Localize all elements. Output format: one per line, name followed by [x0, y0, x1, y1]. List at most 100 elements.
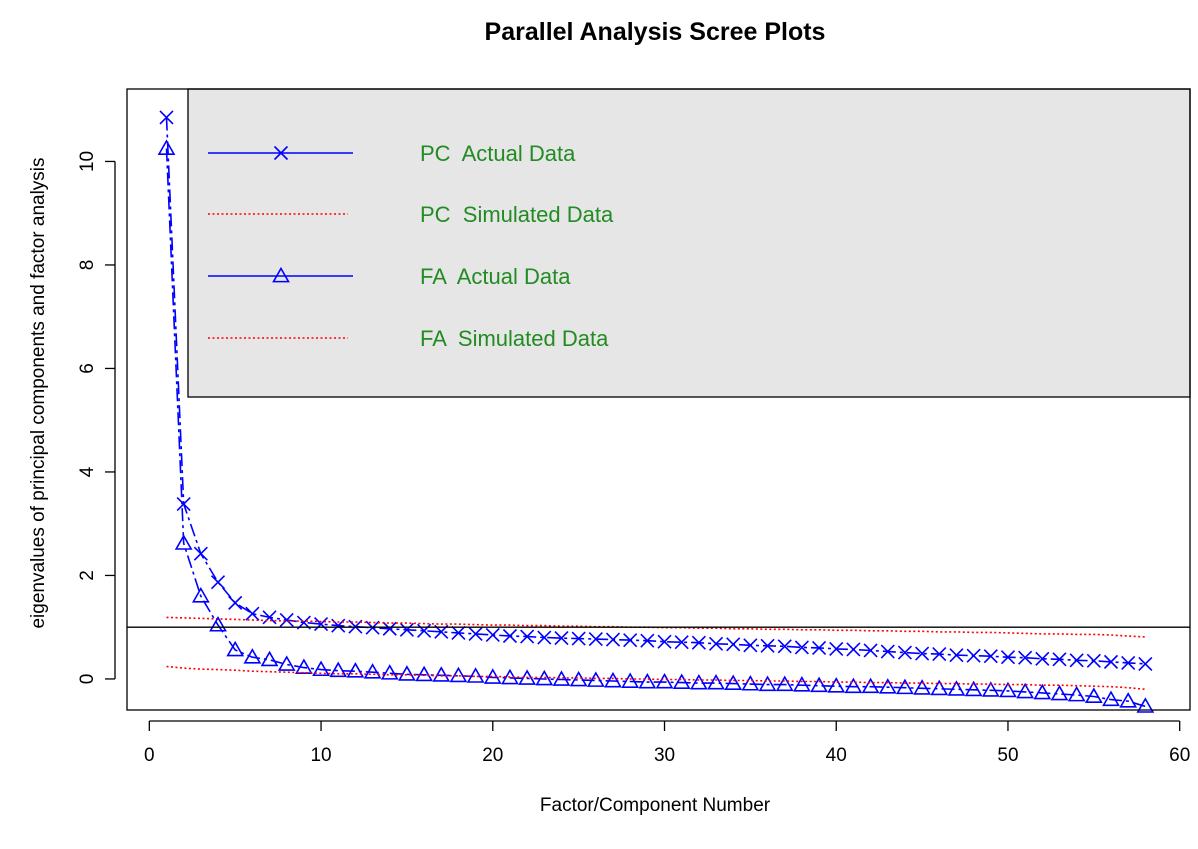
data-point-triangle-marker [295, 658, 313, 674]
data-point-triangle-marker [775, 675, 794, 692]
data-point-x-marker [554, 631, 569, 646]
plot-frame [126, 88, 1191, 711]
data-point-triangle-marker [226, 640, 245, 657]
data-point-x-marker [1138, 656, 1153, 672]
x-tick-label: 60 [1169, 745, 1190, 766]
data-point-x-marker [1069, 653, 1084, 668]
legend-box [187, 88, 1191, 398]
data-point-x-marker [674, 635, 689, 650]
data-point-x-marker [983, 649, 998, 664]
data-point-triangle-marker [466, 667, 485, 683]
data-point-triangle-marker [621, 672, 640, 688]
data-point-x-marker [588, 632, 603, 647]
x-axis-label: Factor/Component Number [540, 795, 771, 816]
data-point-x-marker [1086, 653, 1101, 668]
legend-label: PC Actual Data [420, 141, 576, 166]
data-point-triangle-marker [363, 663, 382, 679]
data-point-x-marker [777, 639, 792, 654]
data-point-triangle-marker [569, 670, 588, 687]
data-point-x-marker [760, 638, 775, 653]
data-point-x-marker [1035, 651, 1050, 666]
y-axis: 0 2 4 6 8 10 [77, 151, 116, 685]
data-point-x-marker [451, 625, 466, 640]
data-point-x-marker [1000, 650, 1016, 665]
series-pc-simulated-data [166, 616, 1146, 638]
series-pc-actual-data [159, 110, 1153, 672]
data-point-triangle-marker [981, 681, 1000, 697]
data-point-x-marker [1103, 654, 1119, 669]
data-point-x-marker [1052, 652, 1067, 667]
data-point-triangle-marker [174, 534, 193, 550]
series-line [166, 616, 1146, 638]
data-point-triangle-marker [1136, 697, 1155, 713]
data-point-triangle-marker [1102, 690, 1120, 707]
data-point-x-marker [812, 640, 827, 655]
legend-label: PC Simulated Data [420, 202, 614, 227]
series-layer [157, 110, 1155, 713]
data-point-triangle-marker [1119, 692, 1138, 708]
x-tick-label: 40 [826, 745, 847, 766]
y-tick-label: 6 [77, 363, 98, 374]
data-point-x-marker [605, 632, 621, 647]
data-point-triangle-marker [999, 681, 1017, 698]
chart-title: Parallel Analysis Scree Plots [485, 18, 826, 46]
y-tick-label: 2 [77, 570, 98, 581]
data-point-triangle-marker [707, 673, 725, 690]
data-point-x-marker [313, 617, 329, 632]
data-point-triangle-marker [793, 676, 811, 692]
data-point-x-marker [743, 638, 758, 653]
data-point-x-marker [210, 575, 226, 590]
data-point-x-marker [571, 631, 586, 646]
data-point-triangle-marker [896, 678, 914, 695]
data-point-x-marker [485, 627, 500, 643]
data-point-triangle-marker [312, 660, 330, 677]
data-point-x-marker [520, 629, 535, 644]
data-point-x-marker [897, 645, 912, 660]
x-tick-label: 10 [310, 745, 331, 766]
data-point-x-marker [382, 621, 397, 636]
data-point-x-marker [417, 623, 432, 638]
data-point-x-marker [880, 644, 895, 659]
data-point-x-marker [708, 636, 724, 651]
data-point-triangle-marker [827, 677, 846, 693]
data-point-triangle-marker [947, 680, 966, 696]
legend-triangle-marker [272, 266, 290, 283]
data-point-x-marker [932, 647, 947, 662]
data-point-triangle-marker [157, 139, 176, 155]
data-point-triangle-marker [930, 679, 949, 696]
data-point-triangle-marker [758, 675, 777, 692]
data-point-x-marker [794, 640, 809, 655]
data-point-triangle-marker [810, 676, 828, 693]
data-point-triangle-marker [1050, 684, 1069, 701]
series-line [165, 148, 1146, 708]
data-point-triangle-marker [604, 671, 622, 688]
data-point-x-marker [193, 546, 208, 561]
data-point-x-marker [159, 110, 174, 125]
data-point-x-marker [1018, 650, 1033, 665]
data-point-triangle-marker [1033, 683, 1052, 700]
data-point-x-marker [863, 643, 878, 658]
data-point-x-marker [966, 648, 981, 663]
data-point-x-marker [262, 610, 277, 625]
y-tick-label: 8 [77, 260, 98, 271]
data-point-triangle-marker [432, 666, 451, 682]
data-point-triangle-marker [638, 672, 657, 689]
data-point-x-marker [399, 622, 414, 637]
x-axis: 0 10 20 30 40 50 60 [144, 720, 1190, 766]
y-tick-label: 0 [77, 674, 98, 685]
data-point-triangle-marker [672, 673, 691, 689]
data-point-x-marker [949, 648, 964, 663]
legend-label: FA Simulated Data [420, 326, 609, 351]
data-point-triangle-marker [380, 664, 399, 680]
data-point-triangle-marker [191, 587, 210, 603]
data-point-triangle-marker [398, 665, 416, 681]
legend-label: FA Actual Data [420, 264, 571, 289]
data-point-x-marker [726, 637, 741, 652]
data-point-triangle-marker [329, 661, 348, 678]
series-fa-actual-data [157, 139, 1155, 713]
data-point-triangle-marker [243, 648, 262, 664]
y-axis-label: eigenvalues of principal components and … [28, 157, 49, 628]
data-point-x-marker [691, 635, 706, 650]
data-point-x-marker [846, 642, 861, 657]
legend-x-marker [273, 145, 289, 161]
